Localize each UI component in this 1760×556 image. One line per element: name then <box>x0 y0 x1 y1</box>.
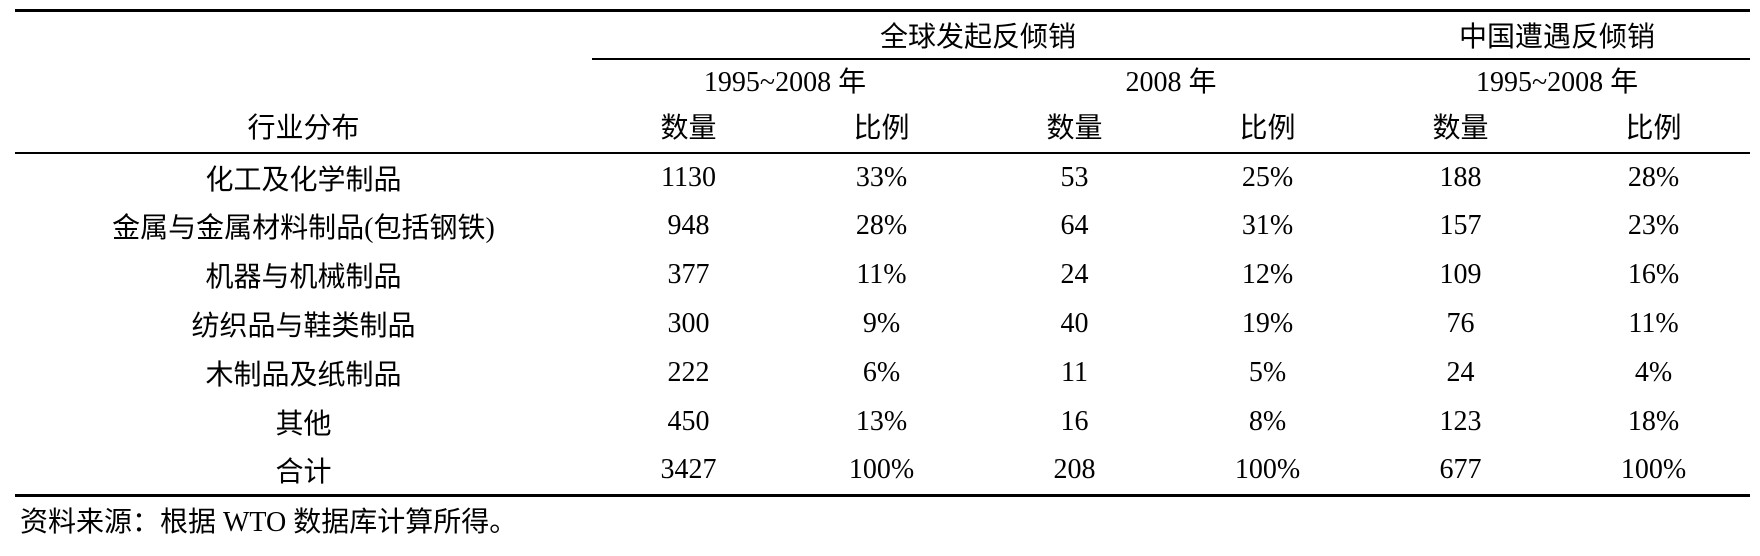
value-cell: 300 <box>667 308 710 339</box>
value-cell: 9% <box>862 308 901 339</box>
value-cell: 4% <box>1634 357 1673 388</box>
table-row: 木制品及纸制品 222 6% 11 5% 24 4% <box>15 349 1750 398</box>
value-cell: 16% <box>1627 259 1680 290</box>
value-cell: 677 <box>1439 454 1482 486</box>
industry-cell: 合计 <box>275 457 332 489</box>
group-header-row: 全球发起反倾销 中国遭遇反倾销 <box>15 10 1751 60</box>
table-row: 其他 450 13% 16 8% 123 18% <box>15 398 1750 447</box>
table-row: 机器与机械制品 377 11% 24 12% 109 16% <box>15 251 1750 300</box>
value-cell: 8% <box>1248 406 1287 437</box>
value-cell: 24 <box>1446 357 1475 388</box>
value-cell: 24 <box>1060 259 1089 290</box>
value-cell: 25% <box>1241 161 1294 193</box>
value-cell: 16 <box>1060 406 1089 437</box>
value-cell: 28% <box>855 210 908 241</box>
value-cell: 188 <box>1439 161 1482 193</box>
value-cell: 157 <box>1439 210 1482 241</box>
value-cell: 222 <box>667 357 710 388</box>
empty-cell <box>15 59 592 100</box>
period-header-global-2008: 2008 年 <box>1125 66 1217 98</box>
value-cell: 40 <box>1060 308 1089 339</box>
value-cell: 3427 <box>660 454 717 486</box>
value-cell: 377 <box>667 259 710 290</box>
antidumping-statistics-table: 全球发起反倾销 中国遭遇反倾销 1995~2008 年 2008 年 1995~… <box>15 9 1751 497</box>
value-cell: 31% <box>1241 210 1294 241</box>
value-cell: 11 <box>1061 357 1088 388</box>
table-row: 化工及化学制品 1130 33% 53 25% 188 28% <box>15 153 1750 202</box>
industry-column-header: 行业分布 <box>15 99 592 154</box>
value-cell: 53 <box>1060 161 1089 193</box>
industry-cell: 金属与金属材料制品(包括钢铁) <box>112 213 495 244</box>
value-cell: 100% <box>1234 454 1301 486</box>
empty-corner-cell <box>15 11 592 59</box>
value-cell: 100% <box>848 454 915 486</box>
measure-header-quantity: 数量 <box>978 99 1171 154</box>
industry-cell: 纺织品与鞋类制品 <box>191 311 416 342</box>
measure-header-row: 行业分布 数量 比例 数量 比例 数量 比例 <box>15 99 1751 154</box>
value-cell: 18% <box>1627 406 1680 437</box>
industry-cell: 木制品及纸制品 <box>205 360 402 391</box>
measure-header-ratio: 比例 <box>1171 99 1365 154</box>
value-cell: 948 <box>667 210 710 241</box>
value-cell: 12% <box>1241 259 1294 290</box>
table-row-total: 合计 3427 100% 208 100% 677 100% <box>15 447 1750 496</box>
table-header: 全球发起反倾销 中国遭遇反倾销 1995~2008 年 2008 年 1995~… <box>15 10 1751 154</box>
period-header-china-1995-2008: 1995~2008 年 <box>1475 66 1639 98</box>
value-cell: 450 <box>667 406 710 437</box>
value-cell: 109 <box>1439 259 1482 290</box>
value-cell: 1130 <box>661 161 716 193</box>
period-header-row: 1995~2008 年 2008 年 1995~2008 年 <box>15 59 1750 100</box>
group-header-china: 中国遭遇反倾销 <box>1364 10 1751 60</box>
period-header-global-1995-2008: 1995~2008 年 <box>703 66 867 98</box>
value-cell: 123 <box>1439 406 1482 437</box>
value-cell: 13% <box>855 406 908 437</box>
industry-cell: 其他 <box>275 409 332 440</box>
value-cell: 64 <box>1060 210 1089 241</box>
value-cell: 19% <box>1241 308 1294 339</box>
value-cell: 5% <box>1248 357 1287 388</box>
measure-header-ratio: 比例 <box>1557 99 1751 154</box>
value-cell: 11% <box>856 259 907 290</box>
value-cell: 33% <box>855 161 908 193</box>
table-row: 纺织品与鞋类制品 300 9% 40 19% 76 11% <box>15 300 1750 349</box>
value-cell: 6% <box>862 357 901 388</box>
group-header-global: 全球发起反倾销 <box>592 10 1365 60</box>
source-note: 资料来源：根据 WTO 数据库计算所得。 <box>20 507 518 538</box>
industry-cell: 化工及化学制品 <box>205 164 402 196</box>
table-row: 金属与金属材料制品(包括钢铁) 948 28% 64 31% 157 23% <box>15 202 1750 251</box>
value-cell: 76 <box>1446 308 1475 339</box>
value-cell: 28% <box>1627 161 1680 193</box>
measure-header-ratio: 比例 <box>785 99 978 154</box>
measure-header-quantity: 数量 <box>592 99 785 154</box>
value-cell: 11% <box>1628 308 1679 339</box>
value-cell: 23% <box>1627 210 1680 241</box>
table-body: 化工及化学制品 1130 33% 53 25% 188 28% 金属与金属材料制… <box>15 153 1750 496</box>
measure-header-quantity: 数量 <box>1364 99 1558 154</box>
value-cell: 208 <box>1053 454 1096 486</box>
industry-cell: 机器与机械制品 <box>205 262 402 293</box>
value-cell: 100% <box>1620 454 1687 486</box>
